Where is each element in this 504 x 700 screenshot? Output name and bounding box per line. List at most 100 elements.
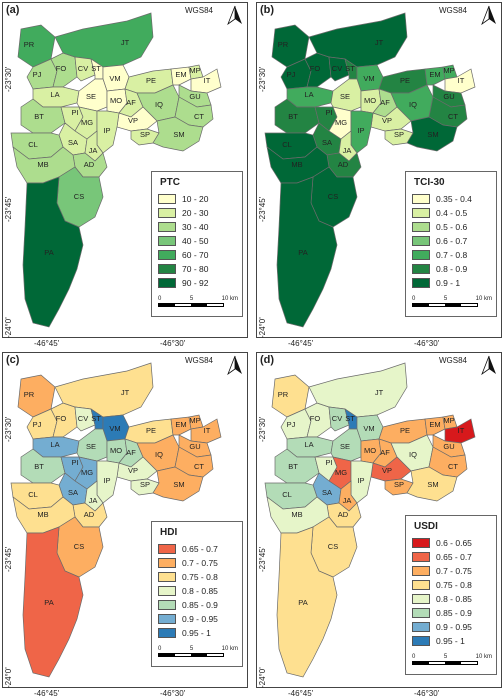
legend-range: 0.85 - 0.9 (436, 608, 472, 618)
district-map: PR PJ FO JT CV ST VM PE EM MP IT LA SE MO AF IQ GU CT BT PI… (10, 12, 222, 328)
district-label: SE (340, 92, 350, 101)
panel-label: (b) (260, 4, 275, 16)
district-em[interactable] (170, 66, 192, 86)
legend-swatch (158, 250, 176, 260)
legend-range: 0.7 - 0.75 (436, 566, 472, 576)
district-label: PE (400, 76, 410, 85)
scale-tick-label: 5 (189, 646, 194, 652)
district-label: JA (343, 146, 352, 155)
district-pa[interactable] (22, 176, 84, 328)
district-label: CS (74, 192, 84, 201)
district-cv[interactable] (328, 56, 350, 82)
legend-swatch (158, 236, 176, 246)
legend-item: 0.9 - 0.95 (158, 612, 238, 626)
district-label: SA (322, 488, 332, 497)
district-label: SP (394, 480, 404, 489)
lat-label: -23°45' (258, 196, 267, 222)
district-label: ST (91, 64, 101, 73)
legend-range: 90 - 92 (182, 278, 209, 288)
scale-tick-label: 10 km (475, 296, 492, 302)
legend-swatch (412, 622, 430, 632)
district-sm[interactable] (152, 466, 204, 502)
district-label: LA (304, 440, 313, 449)
scale-tick-label: 10 km (475, 654, 492, 660)
district-label: SP (140, 480, 150, 489)
district-label: IP (357, 126, 364, 135)
legend-range: 0.7 - 0.8 (436, 250, 468, 260)
scale-tick-label: 0 (158, 646, 162, 652)
district-label: EM (429, 70, 440, 79)
scale-bar: 0 5 10 km (412, 654, 492, 670)
district-label: SM (427, 480, 438, 489)
lat-label: -24°0' (258, 317, 267, 338)
district-em[interactable] (170, 416, 192, 436)
legend-range: 0.9 - 0.95 (182, 614, 218, 624)
panel-label: (c) (6, 354, 20, 366)
district-sm[interactable] (406, 116, 458, 152)
district-label: VM (363, 74, 374, 83)
district-vp[interactable] (370, 106, 412, 132)
district-label: CS (328, 192, 338, 201)
legend-swatch (412, 236, 430, 246)
district-label: JT (375, 388, 384, 397)
district-sm[interactable] (406, 466, 458, 502)
lat-label: -23°30' (258, 66, 267, 92)
north-arrow-icon (481, 5, 496, 25)
crs-label: WGS84 (438, 356, 467, 365)
legend: TCI-30 0.35 - 0.4 0.4 - 0.5 0.5 - 0.6 0.6 - … (405, 171, 497, 317)
district-label: CT (194, 112, 204, 121)
legend-item: 0.85 - 0.9 (412, 606, 492, 620)
district-em[interactable] (424, 416, 446, 436)
legend-range: 0.65 - 0.7 (436, 552, 472, 562)
district-label: JA (89, 146, 98, 155)
district-jt[interactable] (54, 362, 154, 418)
district-pa[interactable] (22, 526, 84, 678)
legend-swatch (158, 222, 176, 232)
map-panel-a: PR PJ FO JT CV ST VM PE EM MP IT LA SE MO AF IQ GU CT BT PI… (2, 2, 248, 338)
district-sm[interactable] (152, 116, 204, 152)
district-vp[interactable] (116, 106, 158, 132)
district-vp[interactable] (370, 456, 412, 482)
district-cv[interactable] (328, 406, 350, 432)
lat-label: -23°30' (4, 66, 13, 92)
lat-label: -23°45' (4, 196, 13, 222)
legend-swatch (158, 628, 176, 638)
legend: HDI 0.65 - 0.7 0.7 - 0.75 0.75 - 0.8 0.8 - 0… (151, 521, 243, 667)
legend-item: 0.95 - 1 (158, 626, 238, 640)
district-label: PI (325, 108, 332, 117)
district-label: PJ (33, 70, 42, 79)
legend-swatch (412, 594, 430, 604)
district-pa[interactable] (276, 176, 338, 328)
map-panel-d: PR PJ FO JT CV ST VM PE EM MP IT LA SE MO AF IQ GU CT BT PI… (256, 352, 502, 688)
district-label: AD (84, 510, 95, 519)
district-label: JT (375, 38, 384, 47)
district-jt[interactable] (308, 362, 408, 418)
district-label: SA (322, 138, 332, 147)
legend-range: 30 - 40 (182, 222, 209, 232)
district-label: PR (278, 390, 289, 399)
scale-tick-label: 0 (412, 654, 416, 660)
district-label: PI (325, 458, 332, 467)
district-label: FO (310, 64, 321, 73)
district-label: BT (288, 112, 298, 121)
legend-swatch (412, 250, 430, 260)
district-label: SE (86, 92, 96, 101)
district-jt[interactable] (54, 12, 154, 68)
legend-range: 0.75 - 0.8 (436, 580, 472, 590)
district-em[interactable] (424, 66, 446, 86)
district-label: CL (282, 490, 292, 499)
district-vp[interactable] (116, 456, 158, 482)
district-cv[interactable] (74, 56, 96, 82)
district-pa[interactable] (276, 526, 338, 678)
district-label: MO (364, 96, 376, 105)
district-label: GU (443, 92, 454, 101)
lon-label: -46°45' (34, 339, 60, 348)
legend-range: 0.6 - 0.65 (436, 538, 472, 548)
legend-range: 0.65 - 0.7 (182, 544, 218, 554)
legend-swatch (412, 278, 430, 288)
legend: PTC 10 - 20 20 - 30 30 - 40 40 - 50 60 - 70 70… (151, 171, 243, 317)
district-cv[interactable] (74, 406, 96, 432)
district-jt[interactable] (308, 12, 408, 68)
legend-item: 0.7 - 0.75 (412, 564, 492, 578)
legend-title: HDI (160, 527, 178, 538)
